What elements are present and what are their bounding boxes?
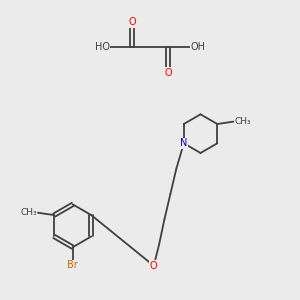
Text: O: O bbox=[150, 261, 158, 271]
Text: CH₃: CH₃ bbox=[235, 117, 251, 126]
Text: Br: Br bbox=[67, 260, 78, 270]
Text: HO: HO bbox=[95, 43, 110, 52]
Text: OH: OH bbox=[190, 43, 205, 52]
Text: O: O bbox=[128, 17, 136, 27]
Text: N: N bbox=[180, 138, 188, 148]
Text: O: O bbox=[164, 68, 172, 78]
Text: CH₃: CH₃ bbox=[20, 208, 37, 217]
